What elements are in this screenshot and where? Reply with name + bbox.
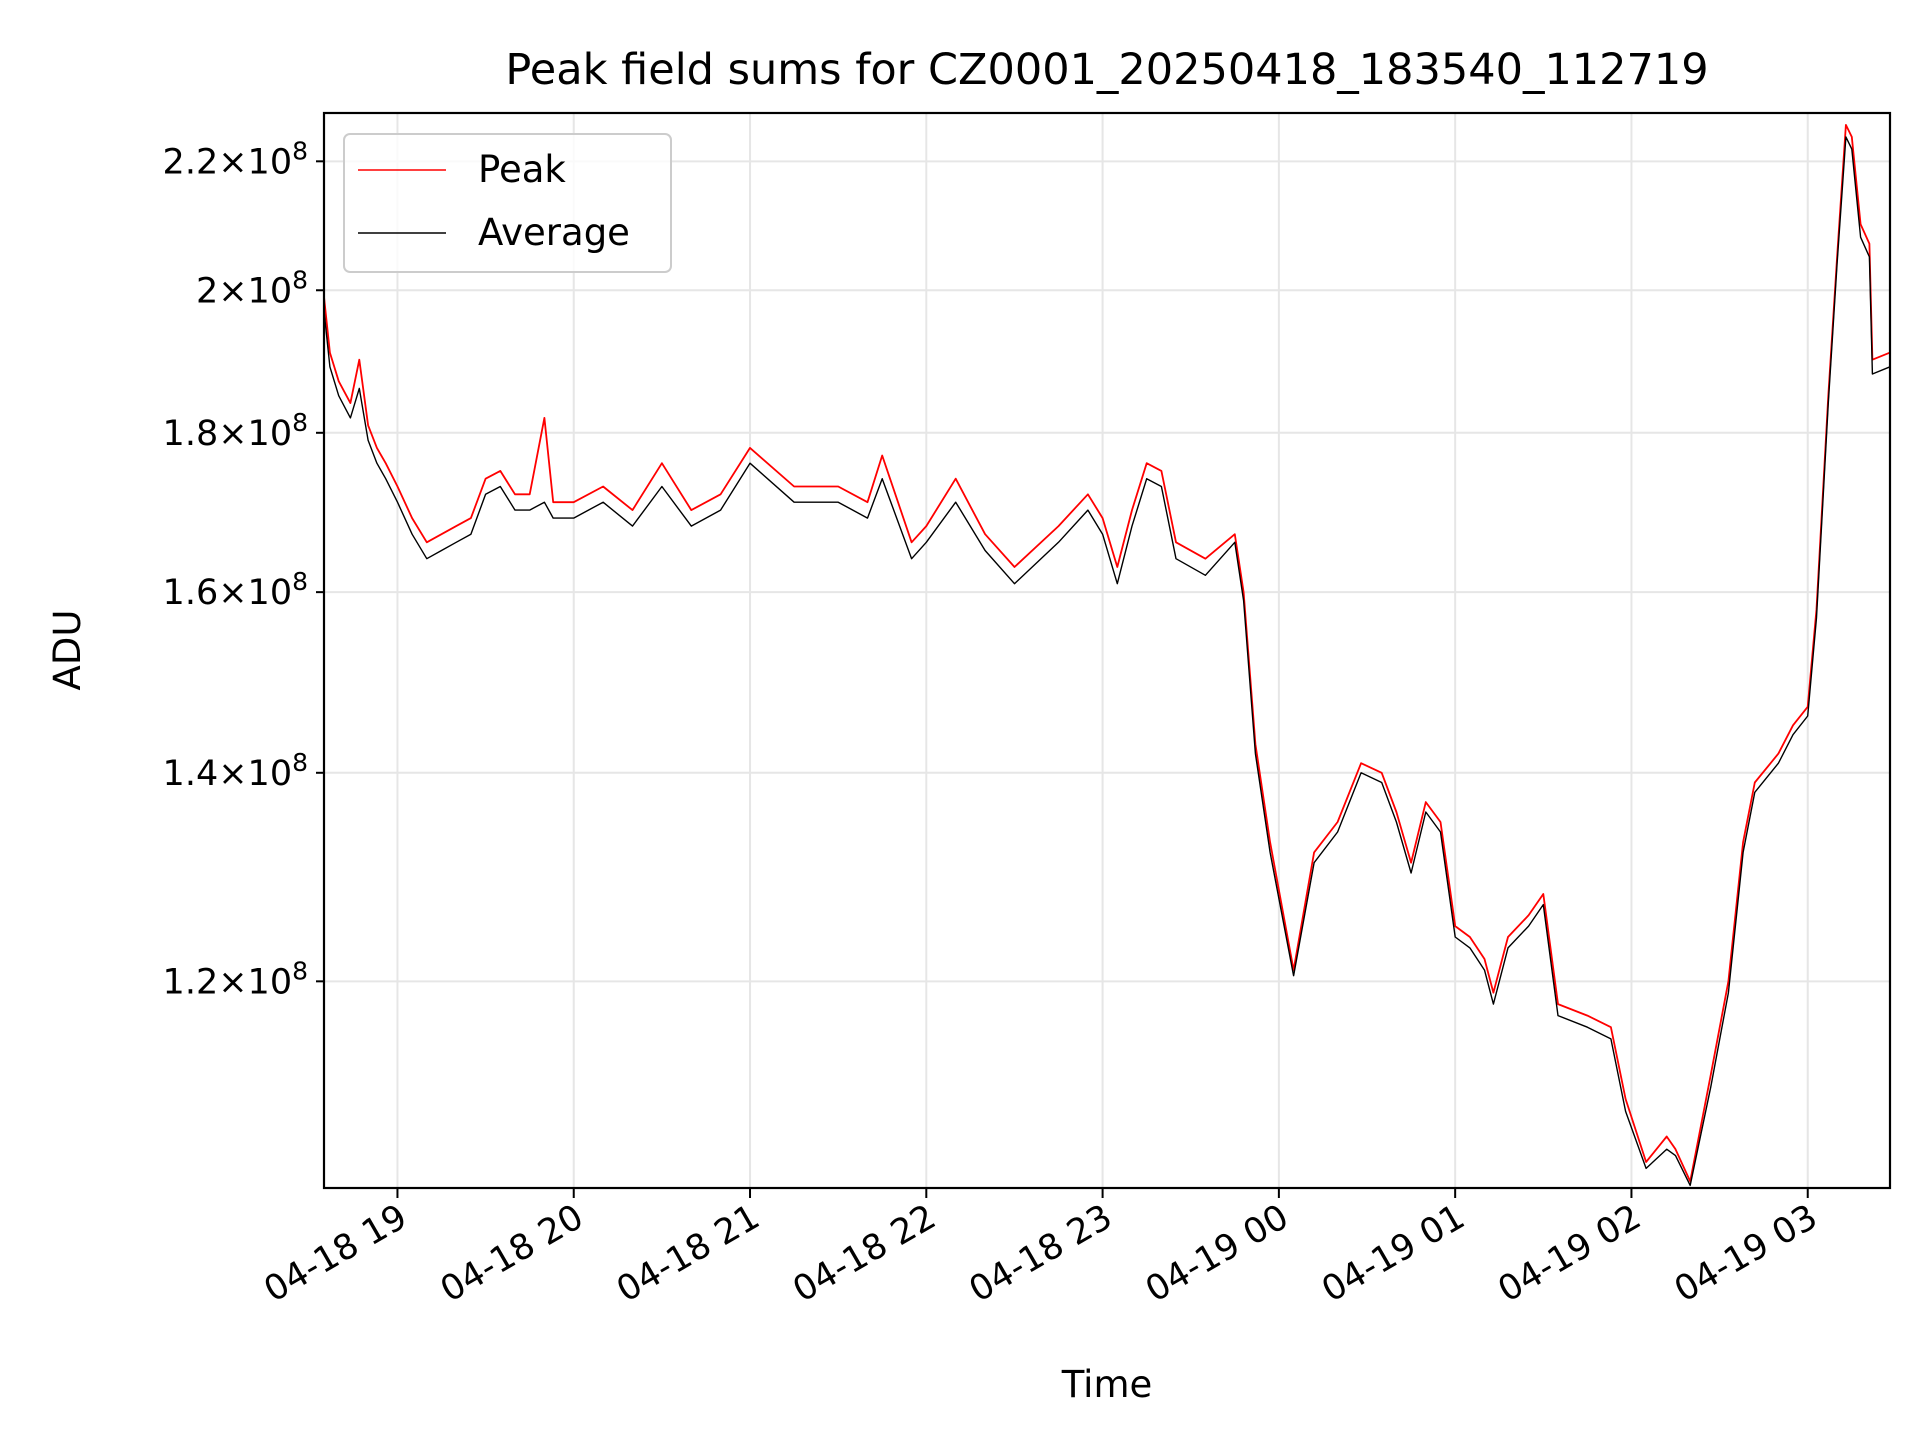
y-tick-label: 1.8×108	[163, 408, 308, 454]
y-tick-times: ×10	[218, 573, 292, 613]
y-tick-exponent: 8	[292, 136, 308, 165]
y-tick-label: 2.2×108	[163, 136, 308, 182]
y-tick-label: 1.4×108	[163, 748, 308, 794]
y-tick-exponent: 8	[292, 265, 308, 294]
legend-average-label: Average	[478, 211, 630, 254]
y-tick-label: 1.2×108	[163, 956, 308, 1002]
grid	[324, 113, 1890, 1188]
plot-frame	[322, 111, 1892, 1190]
chart-title: Peak field sums for CZ0001_20250418_1835…	[505, 45, 1708, 95]
legend-box	[343, 133, 672, 273]
y-tick-times: ×10	[218, 414, 292, 454]
y-tick-mantissa: 2.2	[163, 142, 219, 182]
y-tick-label: 1.6×108	[163, 567, 308, 613]
y-tick-times: ×10	[218, 754, 292, 794]
y-tick-exponent: 8	[292, 408, 308, 437]
y-tick-times: ×10	[218, 271, 292, 311]
y-tick-mantissa: 1.6	[163, 573, 219, 613]
y-tick-mantissa: 1.2	[163, 962, 219, 1002]
y-tick-times: ×10	[218, 142, 292, 182]
x-axis-label: Time	[1061, 1363, 1153, 1406]
y-tick-mantissa: 2	[196, 271, 218, 311]
y-axis-label: ADU	[46, 610, 89, 691]
legend-peak-label: Peak	[478, 148, 566, 191]
y-tick-exponent: 8	[292, 748, 308, 777]
y-tick-mantissa: 1.4	[163, 754, 219, 794]
series-layer	[323, 124, 1891, 1187]
y-tick-times: ×10	[218, 962, 292, 1002]
y-tick-label: 2×108	[196, 265, 308, 311]
y-tick-exponent: 8	[292, 956, 308, 985]
series-line-peak	[323, 124, 1891, 1183]
series-line-average	[323, 136, 1891, 1187]
y-tick-mantissa: 1.8	[163, 414, 219, 454]
legend: Peak Average	[343, 133, 672, 273]
y-tick-exponent: 8	[292, 567, 308, 596]
